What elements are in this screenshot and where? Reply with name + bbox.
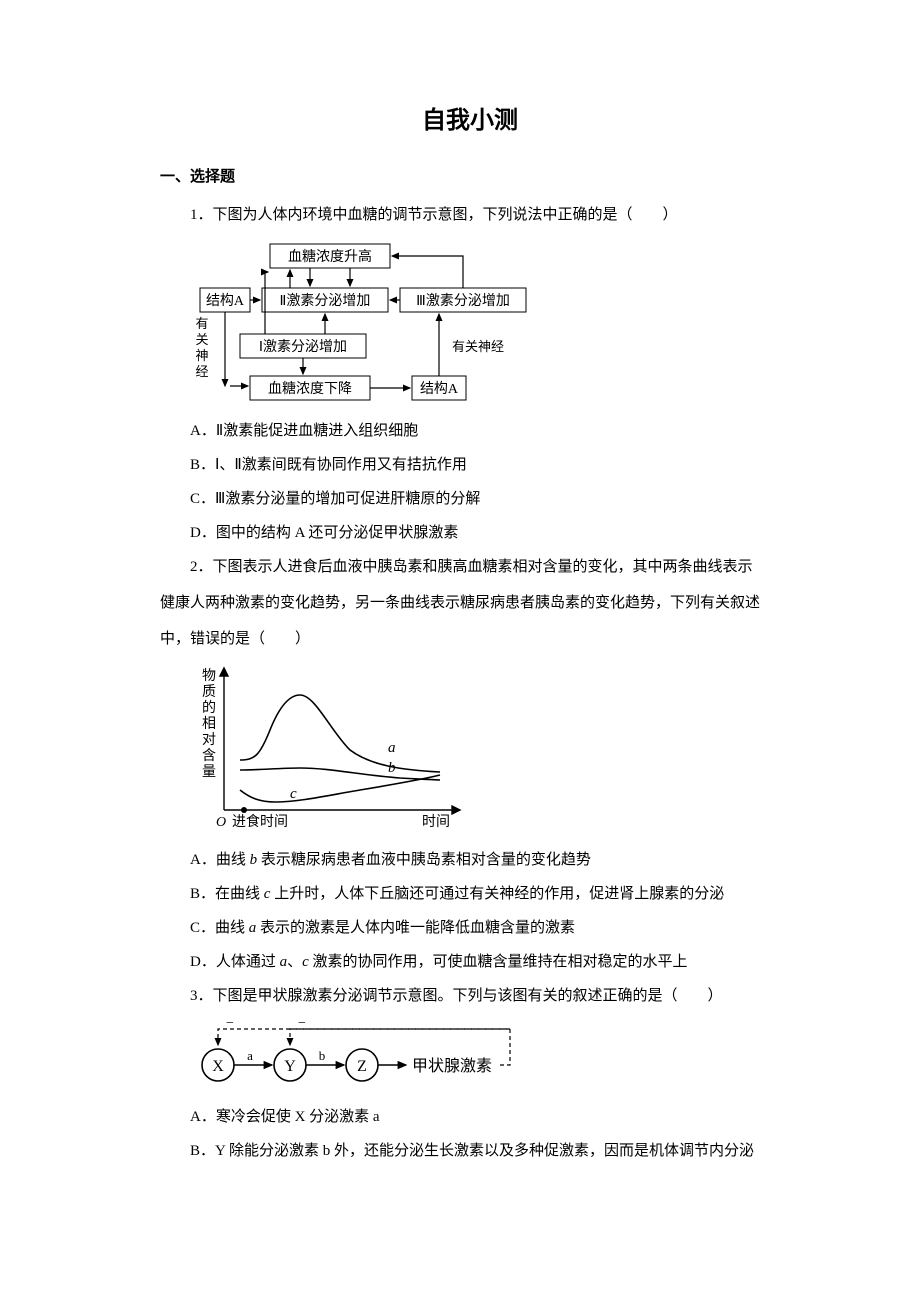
svg-text:Y: Y [284, 1058, 296, 1075]
svg-text:有关神经: 有关神经 [452, 339, 504, 354]
svg-text:经: 经 [195, 364, 208, 379]
svg-text:有: 有 [195, 316, 208, 331]
svg-text:相: 相 [202, 716, 216, 732]
svg-text:质: 质 [202, 684, 216, 700]
svg-text:Ⅱ激素分泌增加: Ⅱ激素分泌增加 [280, 292, 371, 309]
svg-text:a: a [247, 1048, 253, 1063]
svg-text:的: 的 [202, 700, 216, 716]
q3-diagram: X Y Z a b 甲状腺激素 − − [190, 1017, 780, 1092]
q3-option-B: B．Y 除能分泌激素 b 外，还能分泌生长激素以及多种促激素，因而是机体调节内分… [160, 1136, 780, 1166]
q1-stem: 1．下图为人体内环境中血糖的调节示意图，下列说法中正确的是（ ） [160, 200, 780, 230]
q2-stem-3: 中，错误的是（ ） [160, 624, 780, 654]
q1-option-D: D．图中的结构 A 还可分泌促甲状腺激素 [160, 518, 780, 548]
svg-text:关: 关 [195, 332, 208, 347]
svg-text:血糖浓度升高: 血糖浓度升高 [288, 248, 372, 265]
svg-text:−: − [226, 1017, 234, 1031]
svg-text:进食时间: 进食时间 [232, 813, 288, 830]
page-title: 自我小测 [160, 100, 780, 135]
q1-option-C: C．Ⅲ激素分泌量的增加可促进肝糖原的分解 [160, 484, 780, 514]
svg-text:血糖浓度下降: 血糖浓度下降 [268, 381, 352, 397]
q2-option-D: D．人体通过 a、c 激素的协同作用，可使血糖含量维持在相对稳定的水平上 [160, 947, 780, 977]
svg-text:−: − [298, 1017, 306, 1031]
q2-option-B: B．在曲线 c 上升时，人体下丘脑还可通过有关神经的作用，促进肾上腺素的分泌 [160, 879, 780, 909]
q2-stem-1: 2．下图表示人进食后血液中胰岛素和胰高血糖素相对含量的变化，其中两条曲线表示 [160, 552, 780, 582]
svg-text:b: b [388, 760, 396, 776]
q3-stem: 3．下图是甲状腺激素分泌调节示意图。下列与该图有关的叙述正确的是（ ） [160, 981, 780, 1011]
svg-text:Ⅲ激素分泌增加: Ⅲ激素分泌增加 [416, 292, 510, 309]
q1-diagram: 血糖浓度升高 结构A Ⅱ激素分泌增加 Ⅲ激素分泌增加 Ⅰ激素分泌增加 血糖浓度下… [190, 236, 780, 406]
svg-text:c: c [290, 786, 297, 802]
q1-option-B: B．Ⅰ、Ⅱ激素间既有协同作用又有拮抗作用 [160, 450, 780, 480]
svg-text:对: 对 [202, 732, 216, 748]
svg-text:神: 神 [195, 348, 208, 363]
svg-text:量: 量 [202, 764, 216, 780]
q2-diagram: 物 质 的 相 对 含 量 [190, 660, 780, 835]
svg-text:b: b [319, 1048, 326, 1063]
svg-text:含: 含 [202, 748, 216, 764]
q3-option-A: A．寒冷会促使 X 分泌激素 a [160, 1102, 780, 1132]
svg-text:物: 物 [202, 668, 216, 684]
q2-option-A: A．曲线 b 表示糖尿病患者血液中胰岛素相对含量的变化趋势 [160, 845, 780, 875]
q1-option-A: A．Ⅱ激素能促进血糖进入组织细胞 [160, 416, 780, 446]
q2-option-C: C．曲线 a 表示的激素是人体内唯一能降低血糖含量的激素 [160, 913, 780, 943]
svg-text:O: O [216, 815, 226, 830]
svg-text:X: X [212, 1058, 224, 1075]
svg-text:Z: Z [357, 1058, 367, 1075]
svg-text:时间: 时间 [422, 814, 450, 830]
svg-text:甲状腺激素: 甲状腺激素 [412, 1057, 492, 1075]
section-heading: 一、选择题 [160, 165, 780, 186]
svg-text:a: a [388, 740, 396, 756]
q2-stem-2: 健康人两种激素的变化趋势，另一条曲线表示糖尿病患者胰岛素的变化趋势，下列有关叙述 [160, 588, 780, 618]
svg-text:Ⅰ激素分泌增加: Ⅰ激素分泌增加 [259, 338, 347, 355]
svg-text:结构A: 结构A [206, 293, 245, 309]
svg-text:结构A: 结构A [420, 381, 459, 397]
